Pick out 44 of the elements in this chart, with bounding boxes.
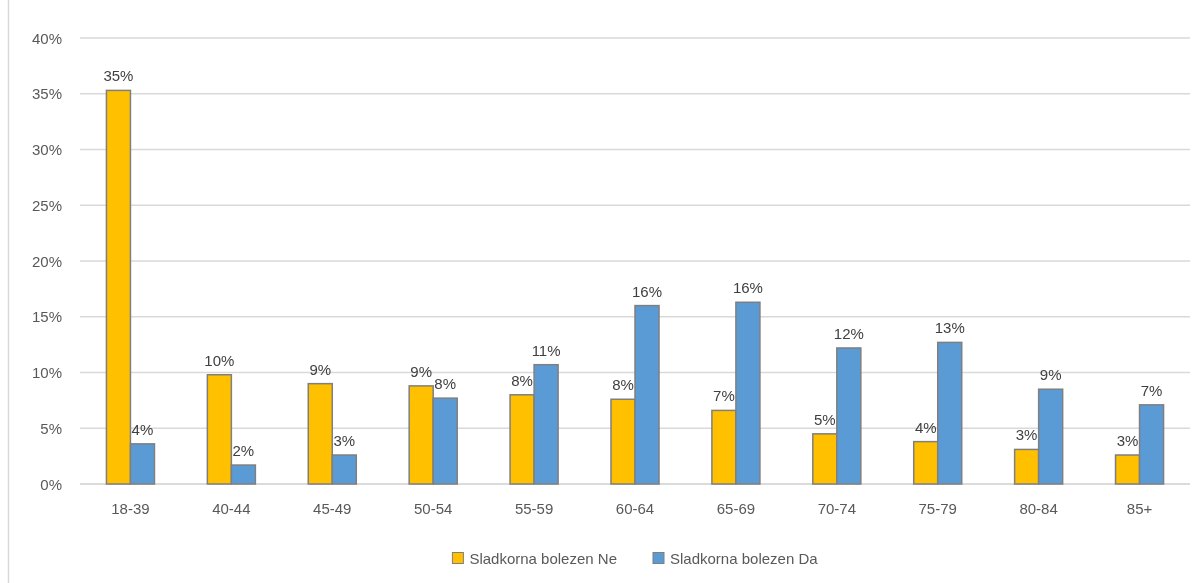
x-tick-label: 40-44 [212,499,251,517]
data-label: 2% [232,442,255,460]
y-tick-label: 20% [31,252,62,270]
data-label: 11% [531,341,561,359]
data-label: 4% [914,418,937,436]
x-tick-label: 70-74 [817,499,857,517]
data-label: 9% [309,360,332,378]
legend-label: Sladkorna bolezen Ne [469,549,618,567]
x-tick-label: 75-79 [918,499,957,517]
x-tick-label: 80-84 [1019,499,1058,517]
y-tick-label: 15% [31,308,62,326]
data-label: 3% [1015,426,1038,444]
data-label: 16% [631,282,663,300]
data-label: 3% [1116,432,1139,450]
x-tick-label: 55-59 [514,499,554,517]
data-label: 3% [333,432,356,450]
data-label: 16% [732,279,763,297]
data-label: 8% [434,375,457,393]
x-tick-label: 85+ [1126,499,1153,517]
y-tick-label: 30% [31,141,62,158]
data-label: 8% [511,371,533,389]
data-label: 9% [1039,366,1062,384]
x-tick-label: 45-49 [313,499,352,517]
y-tick-label: 25% [31,196,62,214]
data-label: 7% [713,387,735,405]
x-tick-label: 60-64 [615,499,655,517]
y-tick-label: 40% [31,29,62,47]
data-label: 10% [204,351,235,369]
data-label: 7% [1140,381,1163,399]
y-tick-label: 35% [31,85,62,103]
x-tick-label: 65-69 [716,499,756,517]
y-tick-label: 0% [40,475,62,493]
data-label: 12% [833,324,864,342]
y-tick-label: 10% [31,364,62,381]
legend-label: Sladkorna bolezen Da [670,549,819,567]
data-label: 9% [410,362,433,380]
data-label: 13% [934,319,965,337]
y-tick-label: 5% [40,419,62,437]
data-label: 4% [131,420,154,438]
data-label: 5% [813,410,836,428]
x-tick-label: 18-39 [111,499,150,517]
data-label: 8% [612,376,634,394]
data-label: 35% [103,67,134,85]
x-tick-label: 50-54 [413,499,453,517]
